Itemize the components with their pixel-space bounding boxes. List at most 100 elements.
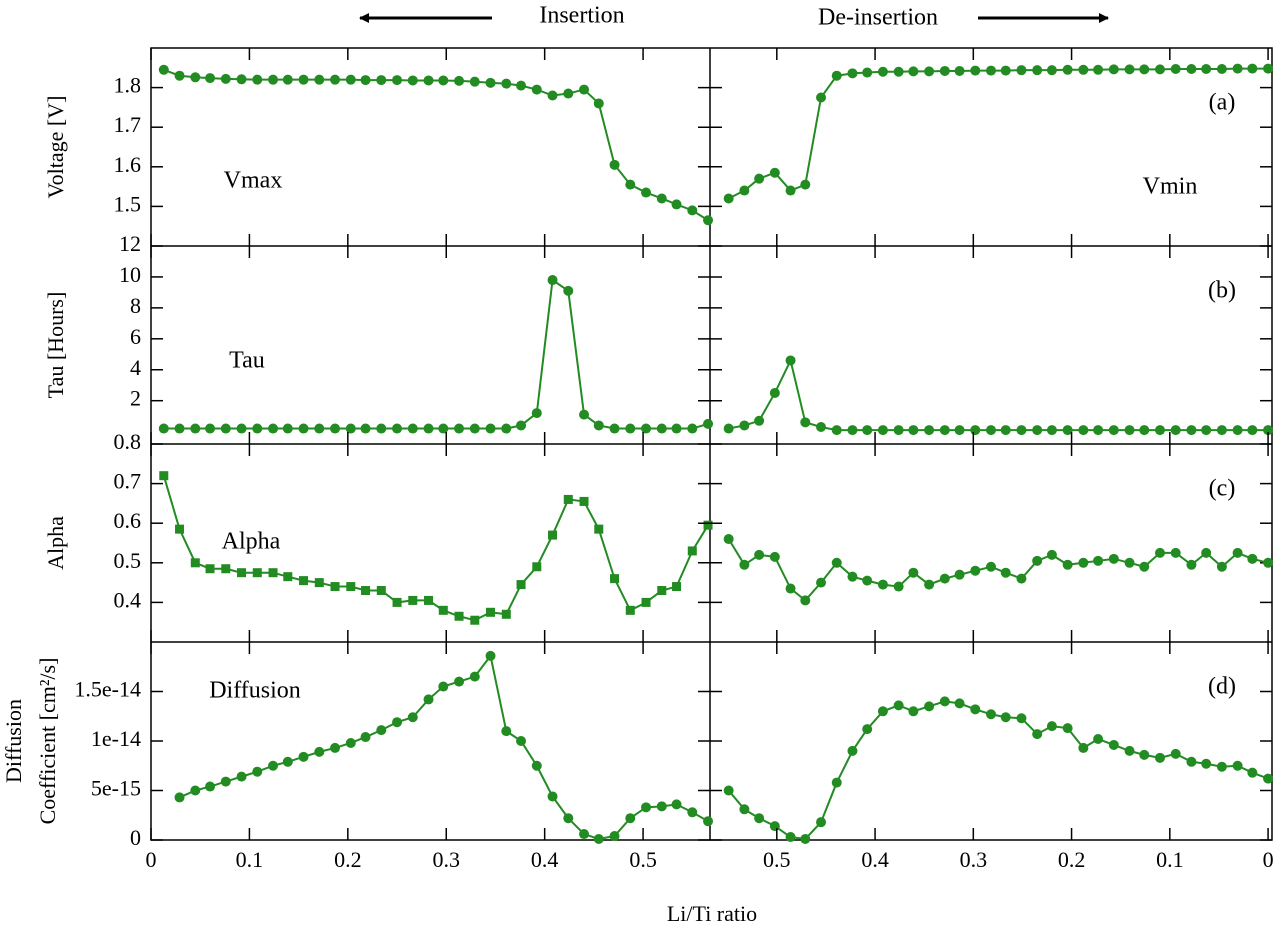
data-point bbox=[485, 650, 496, 661]
y-tick-label: 1.6 bbox=[114, 152, 142, 177]
data-point bbox=[1032, 729, 1043, 740]
data-point bbox=[754, 173, 765, 184]
data-point bbox=[314, 746, 325, 757]
data-point bbox=[1062, 559, 1073, 570]
data-point bbox=[703, 816, 714, 827]
data-point bbox=[1062, 723, 1073, 734]
data-point bbox=[831, 70, 842, 81]
data-point bbox=[579, 829, 590, 840]
data-point bbox=[1216, 425, 1227, 436]
data-point bbox=[486, 607, 496, 617]
data-line bbox=[727, 700, 1269, 841]
data-point bbox=[1201, 63, 1212, 74]
y-tick-label: 8 bbox=[130, 293, 141, 318]
data-point bbox=[485, 423, 496, 434]
y-axis-label: Alpha bbox=[43, 516, 68, 570]
data-point bbox=[1154, 64, 1165, 75]
data-point bbox=[877, 706, 888, 717]
data-point bbox=[1078, 742, 1089, 753]
data-point bbox=[501, 726, 512, 737]
data-point bbox=[1201, 425, 1212, 436]
data-point bbox=[330, 582, 340, 592]
x-tick-label: 0.1 bbox=[236, 847, 264, 872]
data-point bbox=[299, 576, 309, 586]
data-point bbox=[831, 425, 842, 436]
data-point bbox=[862, 724, 873, 735]
data-point bbox=[360, 423, 371, 434]
data-point bbox=[516, 80, 527, 91]
data-point bbox=[221, 564, 231, 574]
data-point bbox=[1216, 761, 1227, 772]
data-point bbox=[174, 423, 185, 434]
data-point bbox=[252, 74, 263, 85]
data-point bbox=[1000, 712, 1011, 723]
data-point bbox=[220, 73, 231, 84]
data-point bbox=[1124, 64, 1135, 75]
data-point bbox=[641, 597, 651, 607]
data-point bbox=[939, 696, 950, 707]
data-point bbox=[360, 75, 371, 86]
data-point bbox=[345, 74, 356, 85]
data-point bbox=[1093, 425, 1104, 436]
data-point bbox=[1186, 63, 1197, 74]
x-tick-label: 0.2 bbox=[334, 847, 362, 872]
data-point bbox=[739, 420, 750, 431]
data-point bbox=[687, 423, 698, 434]
data-point bbox=[1170, 425, 1181, 436]
data-point bbox=[800, 595, 811, 606]
data-point bbox=[671, 799, 682, 810]
data-point bbox=[954, 425, 965, 436]
data-point bbox=[1108, 425, 1119, 436]
data-point bbox=[703, 418, 714, 429]
data-point bbox=[236, 74, 247, 85]
data-point bbox=[672, 582, 682, 592]
data-point bbox=[376, 725, 387, 736]
data-point bbox=[314, 578, 324, 588]
data-point bbox=[847, 571, 858, 582]
data-point bbox=[175, 524, 185, 534]
y-tick-label: 0.4 bbox=[114, 587, 142, 612]
data-point bbox=[831, 777, 842, 788]
data-point bbox=[1078, 64, 1089, 75]
data-point bbox=[1016, 65, 1027, 76]
data-point bbox=[671, 423, 682, 434]
data-point bbox=[800, 417, 811, 428]
y-tick-label: 1.8 bbox=[114, 73, 142, 98]
data-point bbox=[1078, 557, 1089, 568]
data-point bbox=[656, 801, 667, 812]
data-point bbox=[785, 355, 796, 366]
data-point bbox=[687, 546, 697, 556]
x-tick-label: 0 bbox=[146, 847, 157, 872]
y-tick-label: 4 bbox=[130, 355, 141, 380]
data-line bbox=[727, 538, 1269, 602]
data-point bbox=[1232, 760, 1243, 771]
data-point bbox=[593, 834, 604, 845]
data-point bbox=[877, 66, 888, 77]
data-point bbox=[516, 580, 526, 590]
data-point bbox=[501, 609, 511, 619]
y-tick-label: 1e-14 bbox=[91, 726, 141, 751]
x-tick-label: 0.1 bbox=[1156, 847, 1184, 872]
data-point bbox=[190, 72, 201, 83]
header-right: De-insertion bbox=[818, 5, 938, 31]
data-point bbox=[1170, 547, 1181, 558]
data-point bbox=[485, 77, 496, 88]
data-point bbox=[1016, 713, 1027, 724]
data-point bbox=[392, 423, 403, 434]
data-point bbox=[1216, 63, 1227, 74]
data-point bbox=[1232, 547, 1243, 558]
data-point bbox=[469, 423, 480, 434]
data-point bbox=[1124, 557, 1135, 568]
y-axis-label: Voltage [V] bbox=[43, 96, 68, 199]
data-point bbox=[986, 425, 996, 436]
data-point bbox=[469, 671, 480, 682]
y-tick-label: 0.7 bbox=[114, 469, 142, 494]
data-point bbox=[531, 408, 542, 419]
data-point bbox=[816, 421, 827, 432]
data-point bbox=[158, 423, 169, 434]
data-point bbox=[1263, 557, 1274, 568]
data-point bbox=[703, 215, 714, 226]
data-point bbox=[893, 700, 904, 711]
data-point bbox=[1170, 748, 1181, 759]
data-point bbox=[563, 285, 574, 296]
